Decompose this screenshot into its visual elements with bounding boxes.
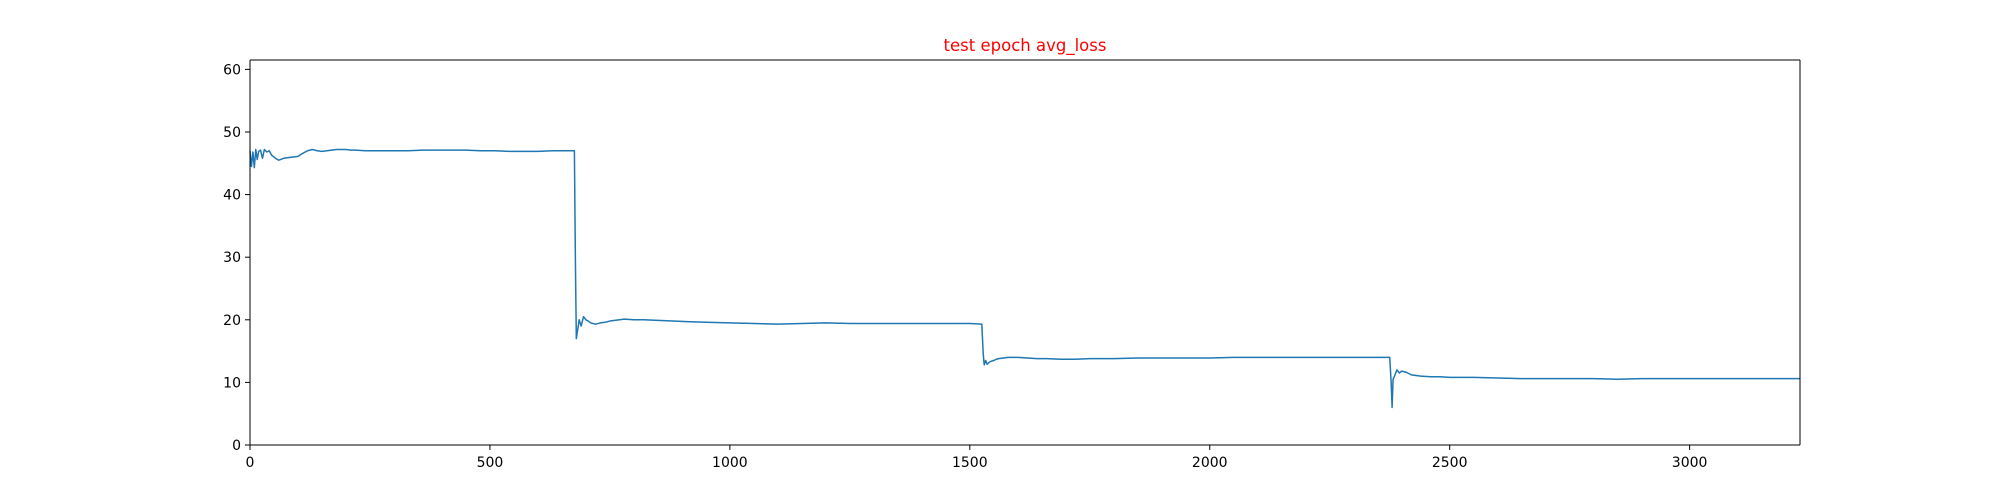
axis-layer: 0 500 1000 1500 2000 2500 3000 0 10 20 30 40 50 60 <box>223 59 1801 471</box>
chart-title: test epoch avg_loss <box>944 36 1107 56</box>
y-tick-label: 10 <box>223 375 241 391</box>
y-tick-label: 40 <box>223 188 241 204</box>
x-tick-label: 2500 <box>1432 455 1468 471</box>
series-layer <box>249 148 1800 409</box>
y-tick-label: 50 <box>223 125 241 141</box>
x-tick-label: 1000 <box>712 455 748 471</box>
y-tick-label: 60 <box>223 62 241 78</box>
x-tick-label: 3000 <box>1672 455 1708 471</box>
series-line-1 <box>249 148 1800 409</box>
y-tick-label: 20 <box>223 313 241 329</box>
x-tick-label: 500 <box>477 455 504 471</box>
x-tick-label: 2000 <box>1192 455 1228 471</box>
x-tick-label: 0 <box>246 455 255 471</box>
y-tick-label: 0 <box>232 438 241 454</box>
y-tick-label: 30 <box>223 250 241 266</box>
x-tick-label: 1500 <box>952 455 988 471</box>
